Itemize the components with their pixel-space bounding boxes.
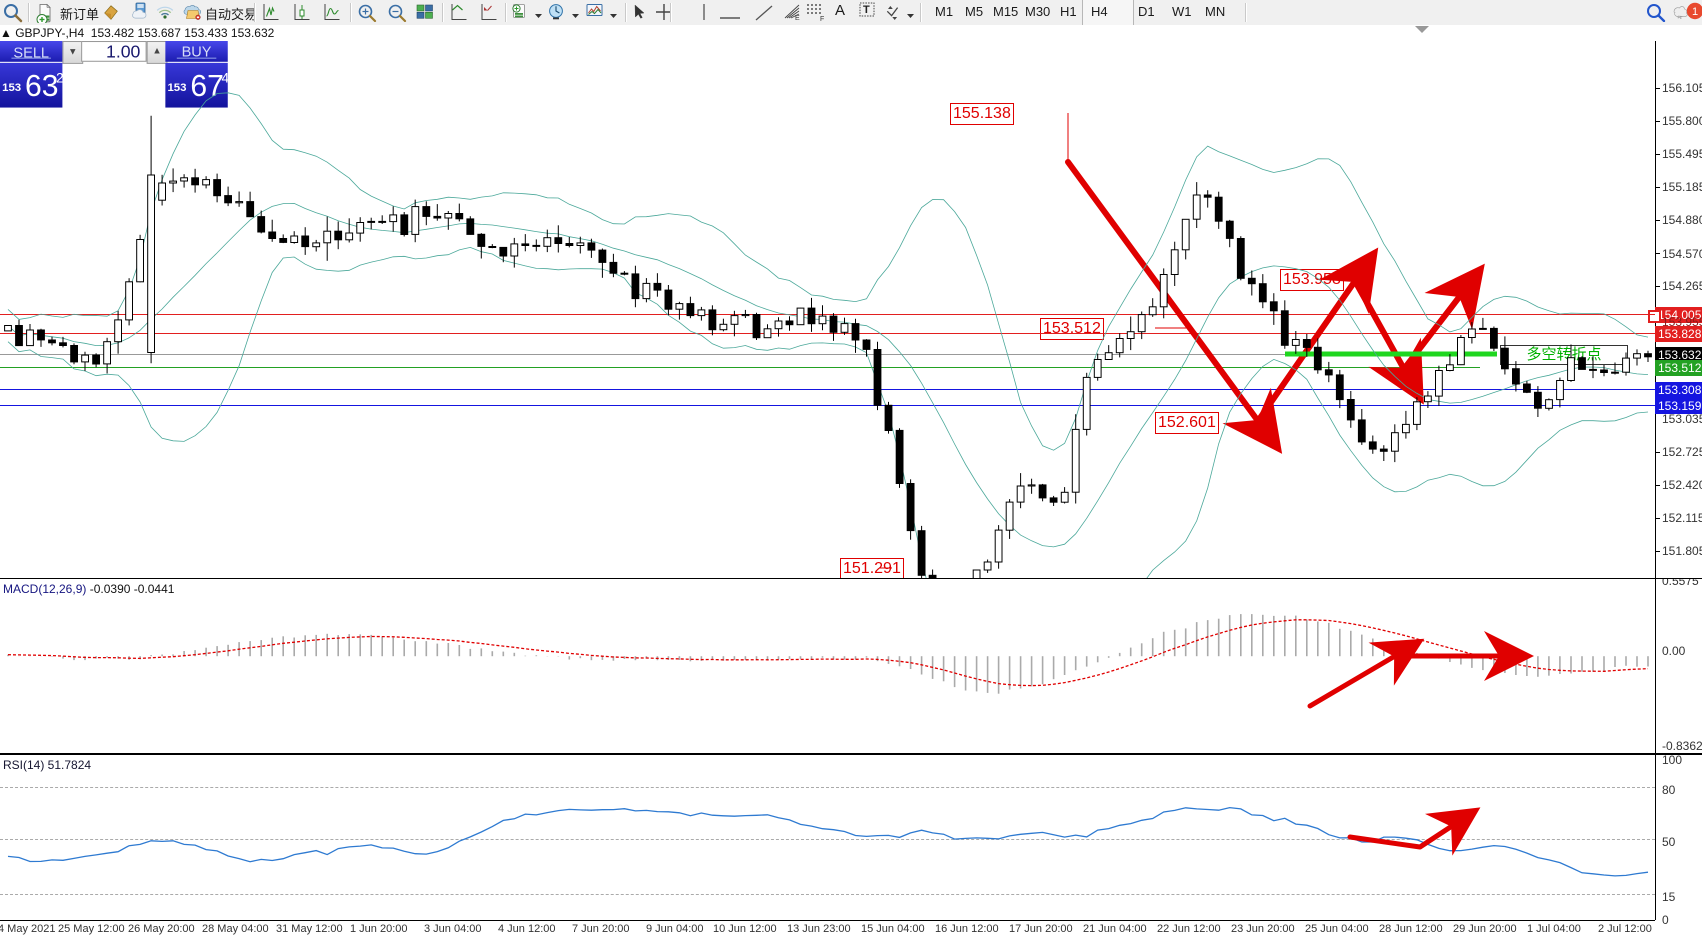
svg-text:1: 1 (1692, 6, 1698, 18)
svg-text:E: E (795, 15, 800, 21)
svg-text:T: T (863, 4, 870, 16)
svg-text:F: F (820, 16, 824, 22)
